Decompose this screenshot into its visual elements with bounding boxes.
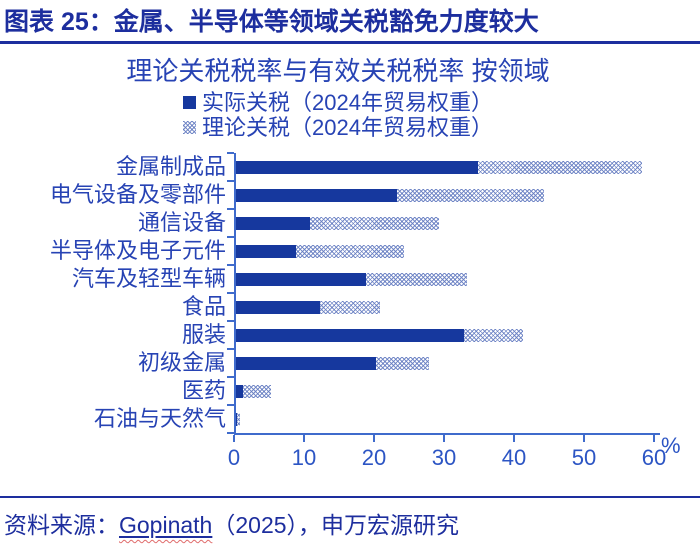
bar-area — [227, 377, 666, 406]
chart-legend: 实际关税（2024年贸易权重） 理论关税（2024年贸易权重） — [8, 90, 668, 140]
category-label: 电气设备及零部件 — [49, 182, 226, 207]
theoretical-tariff-bar — [236, 272, 467, 286]
source-line: 资料来源：Gopinath（2025），申万宏源研究 — [0, 498, 700, 540]
x-axis-tick-label: 30 — [431, 445, 457, 470]
footer-divider — [0, 496, 700, 498]
x-axis-tick-label: 20 — [361, 445, 387, 470]
bar-area — [227, 237, 666, 266]
bar-area — [227, 209, 666, 238]
category-label: 半导体及电子元件 — [49, 238, 226, 263]
category-row: 初级金属 — [8, 349, 668, 378]
theoretical-tariff-bar — [236, 244, 404, 258]
category-label: 金属制成品 — [115, 154, 226, 179]
actual-tariff-bar — [236, 272, 366, 286]
x-axis-tick-label: 40 — [501, 445, 527, 470]
source-suffix: （2025），申万宏源研究 — [212, 512, 460, 538]
category-label: 医药 — [181, 378, 226, 403]
x-axis-tick-label: 10 — [291, 445, 317, 470]
x-axis-tick — [513, 435, 515, 442]
x-axis-tick-label: 50 — [571, 445, 597, 470]
category-row: 服装 — [8, 321, 668, 350]
theoretical-tariff-bar — [236, 160, 642, 174]
x-axis-tick — [653, 435, 655, 442]
legend-label-actual: 实际关税（2024年贸易权重） — [202, 90, 493, 115]
actual-tariff-bar — [236, 188, 397, 202]
theoretical-tariff-bar — [236, 328, 523, 342]
x-axis-tick-label: 60 — [641, 445, 667, 470]
bar-area — [227, 405, 666, 434]
x-axis: % 0 10 20 30 40 50 60 — [228, 433, 681, 479]
category-label: 汽车及轻型车辆 — [71, 266, 226, 291]
bar-area — [227, 265, 666, 294]
theoretical-tariff-bar — [236, 412, 241, 426]
theoretical-tariff-bar — [236, 384, 271, 398]
hatched-square-icon — [183, 121, 197, 134]
category-label: 食品 — [181, 294, 226, 319]
percent-axis-label: % — [661, 433, 681, 458]
tariff-bar-chart: 理论关税税率与有效关税税率 按领域 实际关税（2024年贸易权重） 理论关税（2… — [8, 56, 681, 479]
figure-header-title: 图表 25：金属、半导体等领域关税豁免力度较大 — [0, 0, 700, 44]
category-row: 金属制成品 — [8, 152, 668, 182]
actual-tariff-bar — [236, 160, 478, 174]
bar-area — [227, 152, 666, 182]
actual-tariff-bar — [236, 328, 464, 342]
category-row: 半导体及电子元件 — [8, 237, 668, 266]
category-label: 初级金属 — [137, 350, 226, 375]
theoretical-tariff-bar — [236, 216, 439, 230]
legend-item-actual: 实际关税（2024年贸易权重） — [183, 90, 493, 115]
chart-title: 理论关税税率与有效关税税率 按领域 — [126, 56, 550, 86]
actual-tariff-bar — [236, 384, 243, 398]
legend-item-theoretical: 理论关税（2024年贸易权重） — [183, 115, 493, 140]
x-axis-tick — [443, 435, 445, 442]
actual-tariff-bar — [236, 300, 320, 314]
theoretical-tariff-bar — [236, 356, 429, 370]
x-axis-tick — [233, 435, 235, 442]
theoretical-tariff-bar — [236, 300, 380, 314]
actual-tariff-bar — [236, 356, 376, 370]
legend-label-theoretical: 理论关税（2024年贸易权重） — [202, 115, 493, 140]
source-author: Gopinath — [119, 512, 213, 538]
plot-area: 金属制成品 电气设备及零部件 通信设备 半导体及电子元件 — [8, 152, 668, 434]
category-label: 服装 — [181, 322, 226, 347]
x-axis-tick-label: 0 — [227, 445, 241, 470]
category-row: 电气设备及零部件 — [8, 181, 668, 210]
category-label: 石油与天然气 — [93, 406, 226, 431]
bar-area — [227, 293, 666, 322]
category-row: 汽车及轻型车辆 — [8, 265, 668, 294]
bar-area — [227, 181, 666, 210]
bar-area — [227, 321, 666, 350]
category-row: 医药 — [8, 377, 668, 406]
category-row: 通信设备 — [8, 209, 668, 238]
category-row: 石油与天然气 — [8, 405, 668, 434]
x-axis-tick — [373, 435, 375, 442]
category-row: 食品 — [8, 293, 668, 322]
actual-tariff-bar — [236, 244, 296, 258]
bar-area — [227, 349, 666, 378]
actual-tariff-bar — [236, 412, 237, 426]
x-axis-tick — [583, 435, 585, 442]
category-label: 通信设备 — [137, 210, 226, 235]
actual-tariff-bar — [236, 216, 310, 230]
source-prefix: 资料来源： — [4, 512, 119, 538]
solid-square-icon — [183, 96, 197, 109]
theoretical-tariff-bar — [236, 188, 544, 202]
x-axis-tick — [303, 435, 305, 442]
